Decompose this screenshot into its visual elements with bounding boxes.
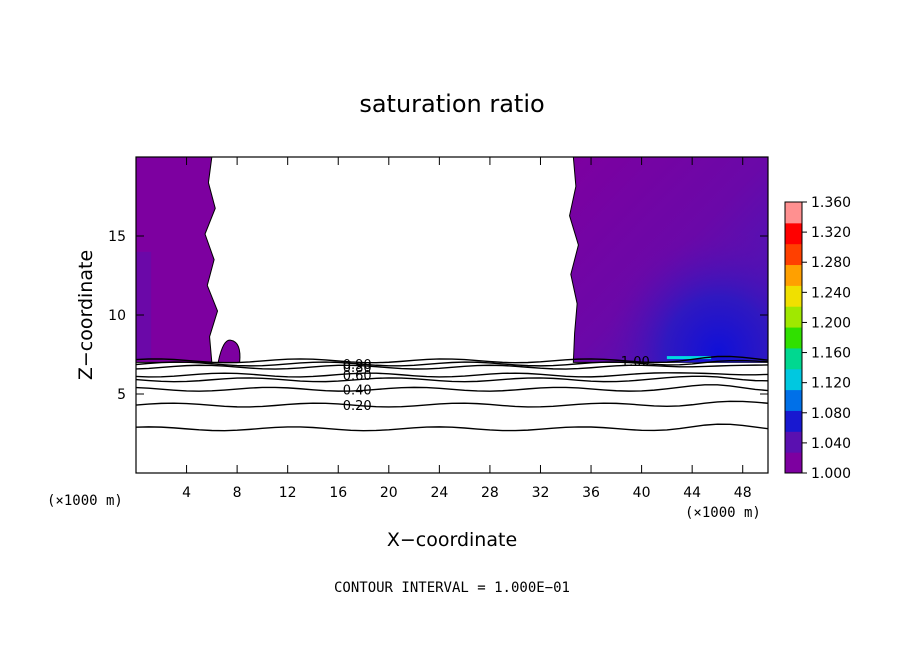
contour-line — [136, 359, 768, 367]
colorbar-label: 1.360 — [811, 195, 851, 211]
colorbar-segment — [785, 202, 802, 224]
region-right-peak — [666, 356, 712, 360]
x-unit-right: (×1000 m) — [685, 505, 761, 521]
y-tick-label: 15 — [108, 229, 126, 245]
x-tick-label: 24 — [430, 485, 448, 501]
colorbar-segment — [785, 222, 802, 245]
contour-line — [136, 423, 768, 432]
colorbar-segment — [785, 389, 802, 411]
contour-label: 0.80 — [343, 361, 372, 376]
colorbar-label: 1.200 — [811, 315, 851, 331]
contour-labels: 0.200.400.600.800.90 1.00 — [343, 355, 650, 414]
x-axis-label: X−coordinate — [387, 529, 517, 551]
colorbar-segment — [785, 347, 802, 370]
colorbar-label: 1.000 — [811, 466, 851, 482]
supersaturation-regions — [136, 157, 768, 363]
contour-label: 1.00 — [621, 355, 650, 370]
colorbar-label: 1.240 — [811, 285, 851, 301]
colorbar: 1.360 1.320 1.280 1.240 1.200 1.160 1.120 1.080… — [784, 195, 851, 482]
x-tick-label: 48 — [734, 485, 752, 501]
x-tick-label: 20 — [380, 485, 398, 501]
contour-line — [136, 364, 768, 370]
contour-label: 0.40 — [343, 383, 372, 398]
chart-title: saturation ratio — [359, 90, 544, 118]
colorbar-label: 1.280 — [811, 255, 851, 271]
x-axis: 4 8 12 16 20 24 28 32 36 40 44 48 — [182, 157, 752, 501]
x-tick-label: 40 — [633, 485, 651, 501]
colorbar-segment — [785, 243, 802, 266]
x-tick-label: 36 — [582, 485, 600, 501]
colorbar-segment — [785, 431, 802, 453]
colorbar-segment — [785, 410, 802, 432]
x-tick-label: 8 — [233, 485, 242, 501]
colorbar-label: 1.160 — [811, 346, 851, 362]
region-left-tint — [136, 251, 152, 360]
colorbar-label: 1.120 — [811, 376, 851, 392]
y-axis: 5 10 15 — [108, 229, 768, 403]
x-unit-left: (×1000 m) — [47, 493, 123, 509]
x-tick-label: 44 — [683, 485, 701, 501]
y-axis-label: Z−coordinate — [75, 250, 97, 380]
colorbar-frame — [784, 201, 803, 474]
contour-label: 0.90 — [343, 358, 372, 373]
contour-line — [136, 400, 768, 408]
x-tick-label: 28 — [481, 485, 499, 501]
y-tick-label: 5 — [117, 387, 126, 403]
colorbar-label: 1.320 — [811, 225, 851, 241]
x-tick-label: 4 — [182, 485, 191, 501]
colorbar-segment — [785, 452, 802, 474]
contour-line — [136, 375, 768, 383]
contour-line — [136, 355, 768, 364]
x-tick-label: 32 — [532, 485, 550, 501]
region-bubble — [217, 339, 241, 363]
contour-label: 0.60 — [343, 369, 372, 384]
contour-lines — [136, 355, 768, 432]
contour-interval-note: CONTOUR INTERVAL = 1.000E−01 — [334, 580, 570, 596]
x-tick-label: 16 — [329, 485, 347, 501]
colorbar-segment — [785, 306, 802, 328]
contour-label: 0.20 — [343, 399, 372, 414]
y-tick-label: 10 — [108, 308, 126, 324]
colorbar-segment — [785, 327, 802, 349]
x-tick-label: 12 — [279, 485, 297, 501]
region-right-high — [569, 157, 768, 363]
contour-line — [136, 372, 768, 378]
plot-area — [136, 157, 768, 432]
colorbar-segment — [785, 285, 802, 307]
contour-line — [136, 384, 768, 392]
colorbar-segment — [785, 264, 802, 286]
colorbar-segment — [785, 368, 802, 391]
colorbar-label: 1.080 — [811, 406, 851, 422]
colorbar-label: 1.040 — [811, 436, 851, 452]
